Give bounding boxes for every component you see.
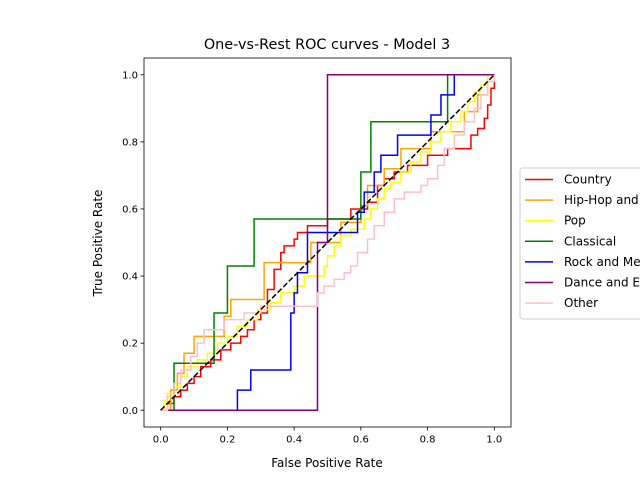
plot-area: 0.0 0.2 0.4 0.6 0.8 1.0 0.0 0.2 0.4 0.6 0.8 1.0 (122, 57, 512, 446)
legend: Country Hip-Hop and Rap Pop Classical Rock a… (519, 167, 640, 320)
x-axis-label: False Positive Rate (271, 456, 383, 470)
roc-line-series-3 (160, 74, 495, 411)
legend-box (519, 167, 640, 320)
x-tick-label: 0.0 (153, 435, 169, 446)
chart-title: One-vs-Rest ROC curves - Model 3 (204, 37, 450, 53)
y-tick-label: 0.0 (122, 406, 138, 417)
x-tick-label: 0.8 (420, 435, 436, 446)
x-tick-label: 0.2 (219, 435, 235, 446)
y-tick-label: 0.8 (122, 137, 138, 148)
roc-line-series-6 (160, 74, 496, 411)
x-tick-label: 0.4 (286, 435, 302, 446)
legend-label: Pop (564, 214, 586, 228)
legend-label: Classical (564, 234, 616, 248)
legend-label: Dance and Electronic (564, 276, 640, 290)
legend-label: Other (564, 296, 598, 310)
y-tick-label: 0.2 (122, 339, 138, 350)
axes-frame (143, 57, 512, 428)
legend-label: Country (564, 173, 612, 187)
roc-line-series-2 (160, 74, 495, 411)
y-axis-label: True Positive Rate (91, 190, 105, 298)
y-tick-label: 1.0 (122, 70, 138, 81)
legend-label: Rock and Metal (564, 255, 640, 269)
y-tick-label: 0.6 (122, 205, 138, 216)
x-tick-label: 1.0 (486, 435, 502, 446)
roc-line-series-5 (160, 74, 495, 411)
x-tick-label: 0.6 (353, 435, 369, 446)
series-group (160, 74, 496, 411)
legend-label: Hip-Hop and Rap (564, 193, 640, 207)
y-tick-label: 0.4 (122, 272, 138, 283)
